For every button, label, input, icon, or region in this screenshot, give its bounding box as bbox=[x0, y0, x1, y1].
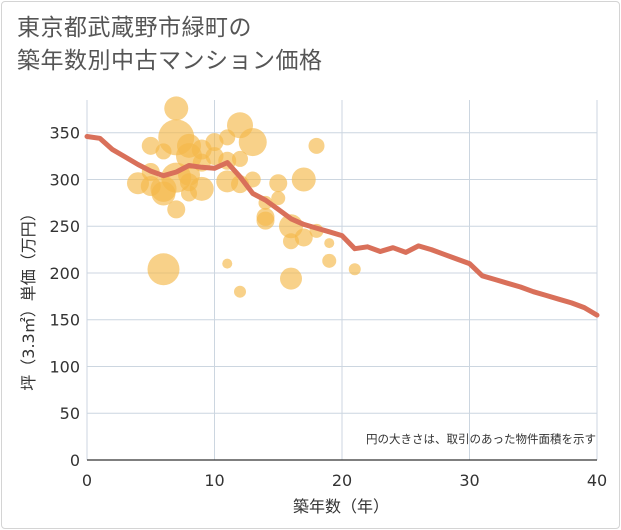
y-tick-label: 300 bbox=[49, 170, 80, 189]
data-bubble bbox=[232, 150, 248, 167]
data-bubble bbox=[238, 128, 267, 157]
y-tick-label: 50 bbox=[60, 404, 80, 423]
y-tick-label: 100 bbox=[49, 357, 80, 376]
data-bubble bbox=[294, 228, 313, 247]
data-bubble bbox=[141, 136, 160, 155]
trend-line bbox=[84, 134, 600, 318]
chart-title-line1: 東京都武蔵野市緑町の bbox=[17, 15, 252, 41]
data-bubble bbox=[222, 258, 233, 269]
chart-title-line2: 築年数別中古マンション価格 bbox=[17, 48, 323, 74]
data-bubble bbox=[271, 191, 286, 206]
x-tick-label: 0 bbox=[82, 471, 92, 490]
data-bubble bbox=[308, 137, 325, 154]
data-bubble bbox=[269, 174, 288, 193]
size-note: 円の大きさは、取引のあった物件面積を示す bbox=[366, 432, 596, 446]
y-tick-label: 0 bbox=[70, 451, 80, 470]
x-tick-label: 20 bbox=[332, 471, 352, 490]
y-tick-label: 150 bbox=[49, 311, 80, 330]
bubbles bbox=[127, 96, 361, 298]
axes: 0 50 100 150 200 250 300 350 0 10 20 30 40 bbox=[49, 124, 607, 490]
x-tick-label: 40 bbox=[587, 471, 607, 490]
y-tick-label: 250 bbox=[49, 217, 80, 236]
data-bubble bbox=[348, 263, 361, 276]
data-bubble bbox=[291, 167, 316, 192]
data-bubble bbox=[256, 211, 275, 230]
data-bubble bbox=[164, 96, 189, 121]
x-tick-label: 30 bbox=[459, 471, 479, 490]
data-bubble bbox=[322, 253, 337, 268]
trend-polyline bbox=[84, 134, 600, 318]
data-bubble bbox=[244, 171, 261, 188]
x-tick-label: 10 bbox=[204, 471, 224, 490]
y-tick-label: 200 bbox=[49, 264, 80, 283]
y-axis-label: 坪（3.3㎡）単価（万円） bbox=[19, 205, 38, 390]
data-bubble bbox=[324, 238, 335, 249]
x-axis-label: 築年数（年） bbox=[293, 497, 389, 516]
data-bubble bbox=[280, 267, 302, 290]
data-bubble bbox=[167, 200, 186, 219]
data-bubble bbox=[189, 176, 214, 201]
chart-title: 東京都武蔵野市緑町の 築年数別中古マンション価格 bbox=[17, 12, 323, 78]
y-tick-label: 350 bbox=[49, 124, 80, 143]
data-bubble bbox=[205, 133, 224, 152]
data-bubble bbox=[234, 285, 246, 298]
data-bubble bbox=[147, 253, 180, 286]
